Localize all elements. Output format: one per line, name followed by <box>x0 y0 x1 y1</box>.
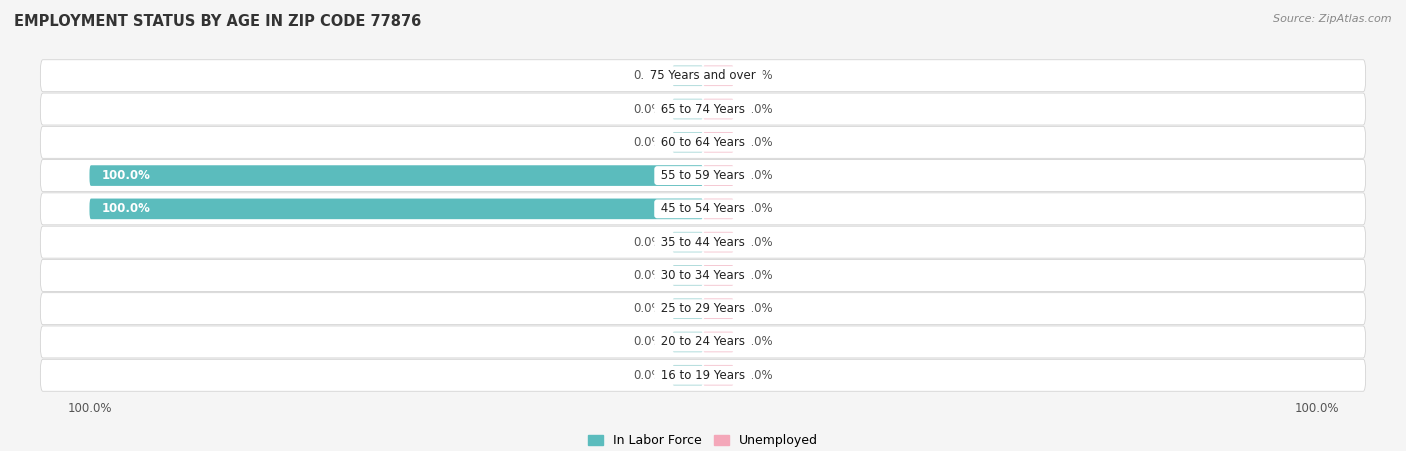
Text: 65 to 74 Years: 65 to 74 Years <box>657 102 749 115</box>
FancyBboxPatch shape <box>41 160 1365 192</box>
Text: 0.0%: 0.0% <box>742 235 772 249</box>
Text: 0.0%: 0.0% <box>742 102 772 115</box>
FancyBboxPatch shape <box>672 99 703 120</box>
FancyBboxPatch shape <box>41 293 1365 325</box>
Text: 16 to 19 Years: 16 to 19 Years <box>657 369 749 382</box>
FancyBboxPatch shape <box>41 359 1365 391</box>
FancyBboxPatch shape <box>703 198 734 219</box>
Text: 20 to 24 Years: 20 to 24 Years <box>657 336 749 349</box>
FancyBboxPatch shape <box>672 265 703 286</box>
Text: EMPLOYMENT STATUS BY AGE IN ZIP CODE 77876: EMPLOYMENT STATUS BY AGE IN ZIP CODE 778… <box>14 14 422 28</box>
Legend: In Labor Force, Unemployed: In Labor Force, Unemployed <box>583 429 823 451</box>
FancyBboxPatch shape <box>703 65 734 86</box>
Text: 0.0%: 0.0% <box>742 202 772 216</box>
Text: 100.0%: 100.0% <box>101 202 150 216</box>
Text: 35 to 44 Years: 35 to 44 Years <box>657 235 749 249</box>
FancyBboxPatch shape <box>672 299 703 319</box>
FancyBboxPatch shape <box>703 365 734 386</box>
Text: 0.0%: 0.0% <box>742 69 772 82</box>
FancyBboxPatch shape <box>672 365 703 386</box>
FancyBboxPatch shape <box>41 226 1365 258</box>
FancyBboxPatch shape <box>672 232 703 253</box>
FancyBboxPatch shape <box>672 132 703 152</box>
Text: 55 to 59 Years: 55 to 59 Years <box>657 169 749 182</box>
FancyBboxPatch shape <box>672 331 703 352</box>
FancyBboxPatch shape <box>41 193 1365 225</box>
Text: 0.0%: 0.0% <box>634 369 664 382</box>
FancyBboxPatch shape <box>703 99 734 120</box>
Text: 25 to 29 Years: 25 to 29 Years <box>657 302 749 315</box>
FancyBboxPatch shape <box>703 132 734 152</box>
FancyBboxPatch shape <box>41 93 1365 125</box>
FancyBboxPatch shape <box>41 259 1365 291</box>
FancyBboxPatch shape <box>703 232 734 253</box>
Text: Source: ZipAtlas.com: Source: ZipAtlas.com <box>1274 14 1392 23</box>
Text: 60 to 64 Years: 60 to 64 Years <box>657 136 749 149</box>
FancyBboxPatch shape <box>90 165 703 186</box>
FancyBboxPatch shape <box>672 65 703 86</box>
FancyBboxPatch shape <box>703 265 734 286</box>
Text: 0.0%: 0.0% <box>634 235 664 249</box>
FancyBboxPatch shape <box>703 331 734 352</box>
FancyBboxPatch shape <box>703 299 734 319</box>
Text: 75 Years and over: 75 Years and over <box>647 69 759 82</box>
Text: 0.0%: 0.0% <box>742 269 772 282</box>
Text: 0.0%: 0.0% <box>634 69 664 82</box>
Text: 0.0%: 0.0% <box>634 102 664 115</box>
Text: 45 to 54 Years: 45 to 54 Years <box>657 202 749 216</box>
Text: 100.0%: 100.0% <box>101 169 150 182</box>
FancyBboxPatch shape <box>41 126 1365 158</box>
Text: 0.0%: 0.0% <box>634 302 664 315</box>
Text: 0.0%: 0.0% <box>742 169 772 182</box>
Text: 30 to 34 Years: 30 to 34 Years <box>657 269 749 282</box>
Text: 0.0%: 0.0% <box>634 136 664 149</box>
Text: 0.0%: 0.0% <box>742 136 772 149</box>
FancyBboxPatch shape <box>41 326 1365 358</box>
Text: 0.0%: 0.0% <box>742 369 772 382</box>
Text: 0.0%: 0.0% <box>742 302 772 315</box>
FancyBboxPatch shape <box>41 60 1365 92</box>
Text: 0.0%: 0.0% <box>634 269 664 282</box>
Text: 0.0%: 0.0% <box>634 336 664 349</box>
Text: 0.0%: 0.0% <box>742 336 772 349</box>
FancyBboxPatch shape <box>703 165 734 186</box>
FancyBboxPatch shape <box>90 198 703 219</box>
